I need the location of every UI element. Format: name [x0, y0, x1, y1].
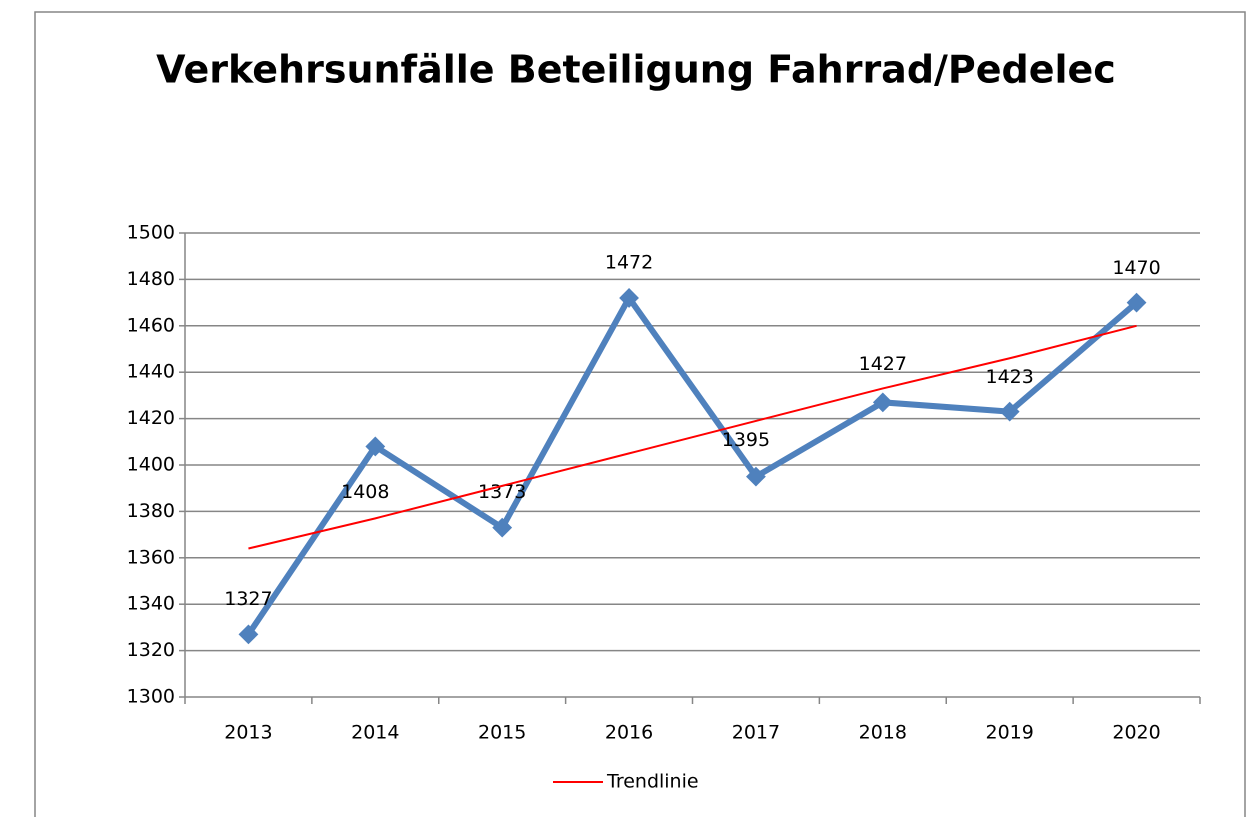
x-tick-label: 2013 [224, 722, 272, 744]
data-point [1126, 292, 1147, 313]
y-tick-label: 1400 [127, 454, 175, 476]
data-point [746, 466, 766, 487]
data-point [619, 288, 639, 308]
y-tick-label: 1420 [127, 407, 175, 429]
data-label: 1423 [986, 366, 1034, 388]
y-tick-label: 1480 [127, 268, 175, 290]
x-tick-label: 2015 [478, 722, 526, 744]
x-tick-label: 2019 [986, 722, 1034, 744]
data-label: 1472 [605, 251, 653, 273]
y-tick-label: 1300 [127, 686, 175, 708]
data-point [872, 392, 893, 413]
x-tick-label: 2016 [605, 722, 653, 744]
x-tick-label: 2017 [732, 722, 780, 744]
y-tick-label: 1320 [127, 639, 175, 661]
y-tick-label: 1380 [127, 500, 175, 522]
x-tick-label: 2014 [351, 722, 399, 744]
chart-title: Verkehrsunfälle Beteiligung Fahrrad/Pede… [156, 48, 1116, 92]
data-line [245, 294, 1139, 637]
data-label: 1470 [1112, 257, 1160, 279]
y-tick-label: 1340 [127, 593, 175, 615]
data-label: 1427 [859, 353, 907, 375]
x-tick-label: 2018 [859, 722, 907, 744]
data-point [365, 436, 386, 457]
y-tick-label: 1500 [127, 222, 175, 244]
data-label: 1408 [341, 481, 389, 503]
data-point [999, 401, 1020, 422]
data-point [492, 517, 513, 538]
data-label: 1395 [722, 429, 770, 451]
data-label: 1373 [478, 481, 526, 503]
y-tick-label: 1460 [127, 314, 175, 336]
legend-label: Trendlinie [606, 771, 699, 793]
x-tick-label: 2020 [1112, 722, 1160, 744]
data-label: 1327 [224, 588, 272, 610]
trend-line [248, 324, 1137, 550]
y-tick-label: 1360 [127, 546, 175, 568]
chart-frame [34, 11, 1246, 817]
y-tick-label: 1440 [127, 361, 175, 383]
